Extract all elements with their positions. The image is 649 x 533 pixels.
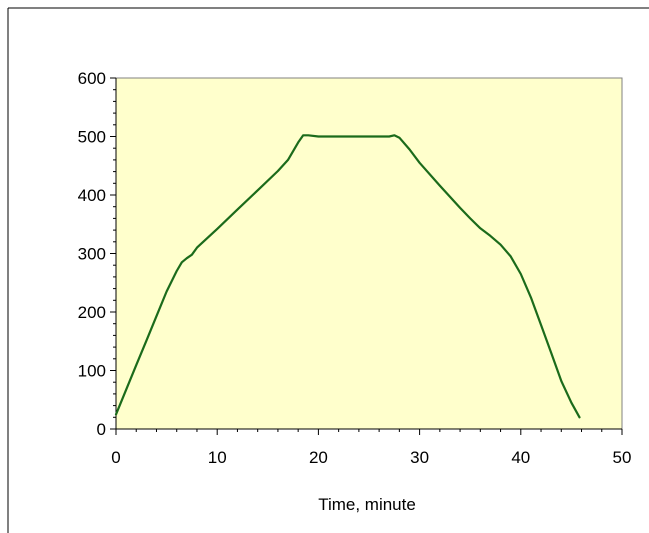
y-tick-label: 600 [78, 69, 106, 88]
y-axis-tick-labels: 0 100 200 300 400 500 600 [78, 69, 106, 439]
x-tick-label: 50 [613, 448, 632, 467]
x-tick-label: 10 [208, 448, 227, 467]
x-tick-label: 20 [309, 448, 328, 467]
series-line [114, 134, 581, 419]
y-tick-label: 300 [78, 245, 106, 264]
x-axis-ticks [115, 429, 623, 435]
x-tick-label: 0 [111, 448, 120, 467]
x-tick-label: 30 [410, 448, 429, 467]
x-tick-label: 40 [511, 448, 530, 467]
y-tick-label: 0 [97, 420, 106, 439]
x-axis-title: Time, minute [318, 495, 416, 514]
y-tick-label: 400 [78, 186, 106, 205]
y-axis-ticks [110, 77, 116, 430]
y-tick-label: 100 [78, 362, 106, 381]
y-tick-label: 500 [78, 128, 106, 147]
x-axis-tick-labels: 0 10 20 30 40 50 [111, 448, 631, 467]
y-tick-label: 200 [78, 303, 106, 322]
